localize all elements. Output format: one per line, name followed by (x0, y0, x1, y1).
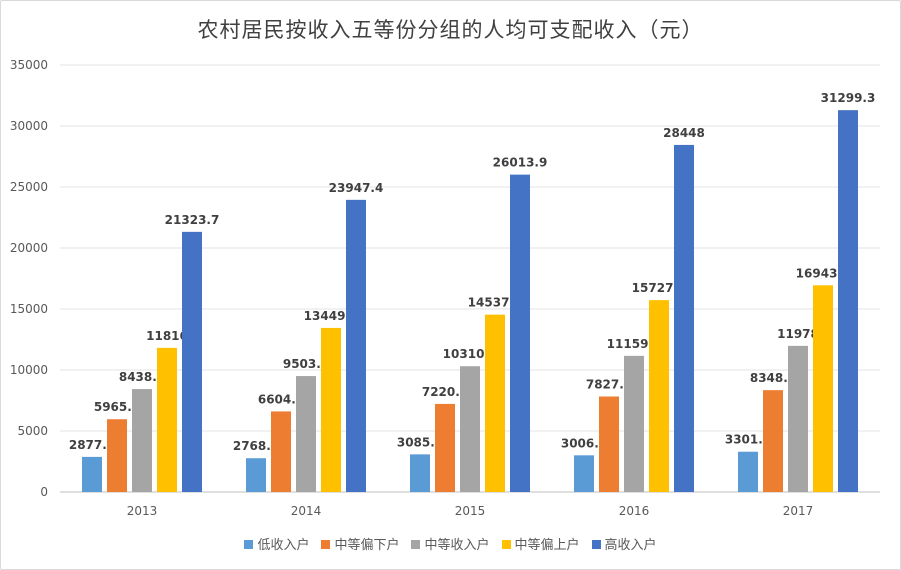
bar (624, 355, 644, 492)
data-label: 15727.4 (632, 281, 687, 295)
data-label: 3301.9 (725, 433, 771, 447)
bar (132, 389, 152, 492)
data-label: 2768.1 (233, 439, 279, 453)
legend-item: 中等偏下户 (321, 534, 399, 553)
data-label: 28448 (663, 126, 705, 140)
chart-legend: 低收入户 中等偏下户 中等收入户 中等偏上户 高收入户 (0, 534, 901, 553)
legend-label: 中等收入户 (424, 538, 490, 553)
bar (321, 327, 341, 492)
bar (599, 396, 619, 492)
data-label: 9503.9 (283, 357, 329, 371)
bar (435, 403, 455, 492)
data-label: 11159.1 (607, 337, 662, 351)
data-label: 11816 (146, 329, 188, 343)
legend-item: 高收入户 (591, 534, 657, 553)
bar (246, 458, 266, 492)
data-label: 6604.4 (258, 392, 304, 406)
bar (271, 411, 291, 492)
data-label: 3085.6 (397, 435, 443, 449)
data-label: 3006.5 (561, 436, 607, 450)
data-label: 31299.3 (821, 91, 876, 105)
y-tick-label: 25000 (10, 180, 48, 194)
x-tick-label: 2017 (783, 504, 814, 518)
legend-label: 低收入户 (257, 538, 310, 553)
bar (838, 110, 858, 493)
legend-swatch (411, 540, 421, 549)
legend-item: 中等收入户 (411, 534, 490, 553)
bar (296, 376, 316, 492)
chart-title: 农村居民按收入五等份分组的人均可支配收入（元） (197, 18, 704, 42)
y-tick-label: 30000 (10, 119, 48, 133)
data-label: 8348.6 (750, 371, 796, 385)
y-tick-label: 15000 (10, 302, 48, 316)
x-tick-label: 2016 (619, 504, 650, 518)
bar (574, 455, 594, 492)
bar (182, 231, 202, 492)
x-tick-label: 2015 (455, 504, 486, 518)
bar (410, 454, 430, 492)
bar (510, 174, 530, 492)
data-label: 8438.3 (119, 370, 165, 384)
bar (157, 347, 177, 492)
legend-label: 中等偏上户 (514, 538, 580, 553)
data-label: 14537.3 (468, 296, 523, 310)
x-tick-label: 2014 (291, 504, 322, 518)
y-tick-label: 0 (40, 485, 48, 499)
legend-swatch (501, 540, 511, 549)
bar (649, 300, 669, 492)
data-label: 11978 (777, 327, 819, 341)
bar (813, 285, 833, 492)
data-label: 26013.9 (493, 156, 548, 170)
legend-swatch (591, 540, 601, 549)
bar (82, 456, 102, 492)
bar (738, 451, 758, 492)
y-tick-label: 5000 (17, 424, 48, 438)
bar (346, 199, 366, 492)
legend-item: 低收入户 (244, 534, 309, 553)
y-tick-label: 10000 (10, 363, 48, 377)
legend-swatch (321, 540, 331, 549)
data-label: 5965.6 (94, 400, 140, 414)
bar (788, 345, 808, 492)
bar (460, 366, 480, 492)
bar (485, 314, 505, 492)
legend-label: 中等偏下户 (334, 538, 400, 553)
data-label: 2877.9 (69, 438, 115, 452)
legend-swatch (244, 540, 254, 549)
legend-item: 中等偏上户 (501, 534, 580, 553)
data-label: 16943.6 (796, 266, 851, 280)
bar (674, 144, 694, 493)
x-tick-label: 2013 (127, 504, 158, 518)
data-label: 7220.9 (422, 385, 468, 399)
data-label: 23947.4 (329, 181, 384, 195)
legend-label: 高收入户 (604, 538, 657, 553)
bar (763, 390, 783, 492)
data-label: 13449.2 (304, 309, 359, 323)
data-label: 7827.7 (586, 378, 632, 392)
y-tick-label: 20000 (10, 241, 48, 255)
bar (107, 419, 127, 492)
data-label: 10310.6 (443, 347, 498, 361)
data-label: 21323.7 (165, 213, 220, 227)
y-tick-label: 35000 (10, 58, 48, 72)
